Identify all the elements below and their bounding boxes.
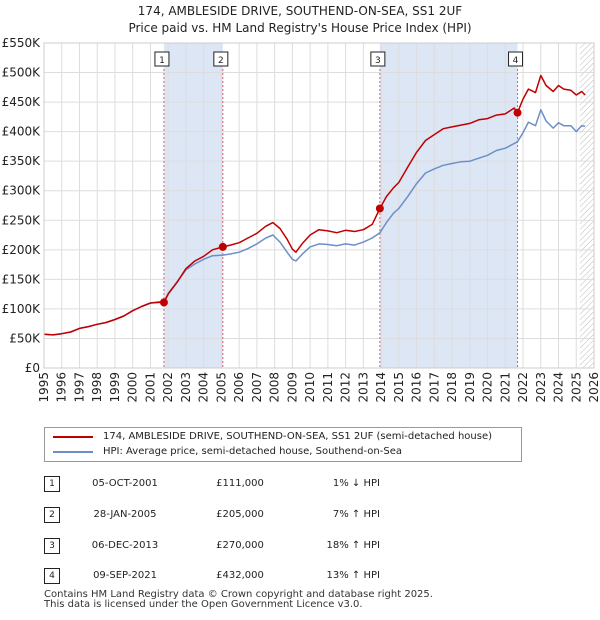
y-tick-label: £0 bbox=[25, 361, 40, 375]
footer-line-licence: This data is licensed under the Open Gov… bbox=[44, 599, 363, 610]
x-tick-label: 2016 bbox=[410, 372, 424, 403]
sale-number-badge: 1 bbox=[44, 476, 60, 492]
x-tick-label: 2014 bbox=[374, 372, 388, 403]
x-tick-label: 2000 bbox=[126, 372, 140, 403]
sale-number-label: 1 bbox=[159, 56, 165, 66]
y-tick-label: £300K bbox=[2, 184, 42, 198]
y-tick-label: £150K bbox=[2, 272, 42, 286]
sale-number-label: 4 bbox=[513, 56, 519, 66]
y-tick-label: £50K bbox=[9, 331, 41, 345]
y-tick-label: £550K bbox=[2, 36, 42, 50]
chart-title: 174, AMBLESIDE DRIVE, SOUTHEND-ON-SEA, S… bbox=[137, 4, 463, 18]
x-tick-label: 2003 bbox=[179, 372, 193, 403]
footer-attribution: Contains HM Land Registry data © Crown c… bbox=[44, 590, 433, 610]
x-tick-label: 2023 bbox=[534, 372, 548, 403]
x-tick-label: 2026 bbox=[587, 372, 600, 403]
sale-hpi-diff: 13% ↑ HPI bbox=[326, 570, 380, 581]
plot-frame bbox=[43, 42, 595, 369]
legend-swatch-price bbox=[53, 436, 93, 438]
price-chart: £0 £50K £100K £150K £200K £250K £300K £350K £400… bbox=[2, 36, 600, 403]
y-tick-label: £400K bbox=[2, 125, 42, 139]
sale-point bbox=[513, 108, 522, 117]
table-row: 2 28-JAN-2005 £205,000 7% ↑ HPI bbox=[0, 507, 600, 525]
sale-price: £111,000 bbox=[216, 478, 264, 489]
sale-price: £270,000 bbox=[216, 540, 264, 551]
sale-number-box bbox=[370, 51, 386, 67]
x-tick-label: 1999 bbox=[108, 372, 122, 403]
x-tick-label: 2024 bbox=[552, 372, 566, 403]
x-tick-label: 2006 bbox=[232, 372, 246, 403]
forecast-region bbox=[579, 43, 594, 368]
legend-item-price: 174, AMBLESIDE DRIVE, SOUTHEND-ON-SEA, S… bbox=[53, 430, 492, 444]
price-paid-line bbox=[43, 74, 586, 336]
sale-number-badge: 3 bbox=[44, 538, 60, 554]
shaded-period bbox=[163, 43, 223, 368]
x-tick-label: 2001 bbox=[143, 372, 157, 403]
x-tick-label: 2012 bbox=[339, 372, 353, 403]
x-tick-label: 2011 bbox=[321, 372, 335, 403]
x-tick-label: 1995 bbox=[37, 372, 51, 403]
sale-date: 28-JAN-2005 bbox=[93, 509, 157, 520]
x-tick-label: 2008 bbox=[268, 372, 282, 403]
y-tick-label: £200K bbox=[2, 243, 42, 257]
x-tick-label: 2021 bbox=[498, 372, 512, 403]
sale-hpi-diff: 1% ↓ HPI bbox=[332, 478, 380, 489]
y-tick-label: £100K bbox=[2, 302, 42, 316]
legend-swatch-hpi bbox=[53, 451, 93, 453]
x-tick-label: 2025 bbox=[569, 372, 583, 403]
chart-legend: 174, AMBLESIDE DRIVE, SOUTHEND-ON-SEA, S… bbox=[44, 427, 522, 462]
shaded-period bbox=[379, 43, 518, 368]
sale-number-box bbox=[508, 51, 524, 67]
sale-number-badge: 2 bbox=[44, 507, 60, 523]
table-row: 4 09-SEP-2021 £432,000 13% ↑ HPI bbox=[0, 568, 600, 586]
legend-item-hpi: HPI: Average price, semi-detached house,… bbox=[53, 445, 402, 459]
sale-price: £432,000 bbox=[216, 570, 264, 581]
x-tick-label: 1998 bbox=[90, 372, 104, 403]
x-tick-label: 2005 bbox=[214, 372, 228, 403]
x-tick-label: 2009 bbox=[285, 372, 299, 403]
sale-date: 05-OCT-2001 bbox=[92, 478, 158, 489]
legend-label-hpi: HPI: Average price, semi-detached house,… bbox=[103, 446, 402, 457]
sale-point bbox=[159, 298, 168, 307]
x-tick-label: 2017 bbox=[427, 372, 441, 403]
x-tick-label: 2013 bbox=[356, 372, 370, 403]
y-tick-label: £450K bbox=[2, 95, 42, 109]
x-tick-label: 2022 bbox=[516, 372, 530, 403]
sale-price: £205,000 bbox=[216, 509, 264, 520]
sale-hpi-diff: 7% ↑ HPI bbox=[332, 509, 380, 520]
sale-number-label: 2 bbox=[218, 56, 224, 66]
chart-subtitle: Price paid vs. HM Land Registry's House … bbox=[128, 21, 472, 35]
x-tick-label: 2004 bbox=[197, 372, 211, 403]
sale-point bbox=[218, 242, 227, 251]
y-tick-label: £350K bbox=[2, 154, 42, 168]
sale-point bbox=[375, 204, 384, 213]
x-tick-label: 2002 bbox=[161, 372, 175, 403]
sale-date: 09-SEP-2021 bbox=[93, 570, 157, 581]
x-tick-label: 1996 bbox=[55, 372, 69, 403]
y-tick-label: £250K bbox=[2, 213, 42, 227]
x-tick-label: 2015 bbox=[392, 372, 406, 403]
x-tick-label: 2007 bbox=[250, 372, 264, 403]
sale-number-label: 3 bbox=[375, 56, 381, 66]
footer-line-copyright: Contains HM Land Registry data © Crown c… bbox=[44, 589, 433, 600]
x-tick-label: 2019 bbox=[463, 372, 477, 403]
x-tick-label: 2010 bbox=[303, 372, 317, 403]
sale-number-box bbox=[154, 51, 170, 67]
sale-number-badge: 4 bbox=[44, 568, 60, 584]
table-row: 1 05-OCT-2001 £111,000 1% ↓ HPI bbox=[0, 476, 600, 494]
table-row: 3 06-DEC-2013 £270,000 18% ↑ HPI bbox=[0, 538, 600, 556]
sale-hpi-diff: 18% ↑ HPI bbox=[326, 540, 380, 551]
sale-date: 06-DEC-2013 bbox=[91, 540, 159, 551]
x-tick-label: 2018 bbox=[445, 372, 459, 403]
x-tick-label: 2020 bbox=[481, 372, 495, 403]
y-tick-label: £500K bbox=[2, 66, 42, 80]
x-tick-label: 1997 bbox=[72, 372, 86, 403]
legend-label-price: 174, AMBLESIDE DRIVE, SOUTHEND-ON-SEA, S… bbox=[103, 431, 493, 442]
sale-number-box bbox=[213, 51, 229, 67]
